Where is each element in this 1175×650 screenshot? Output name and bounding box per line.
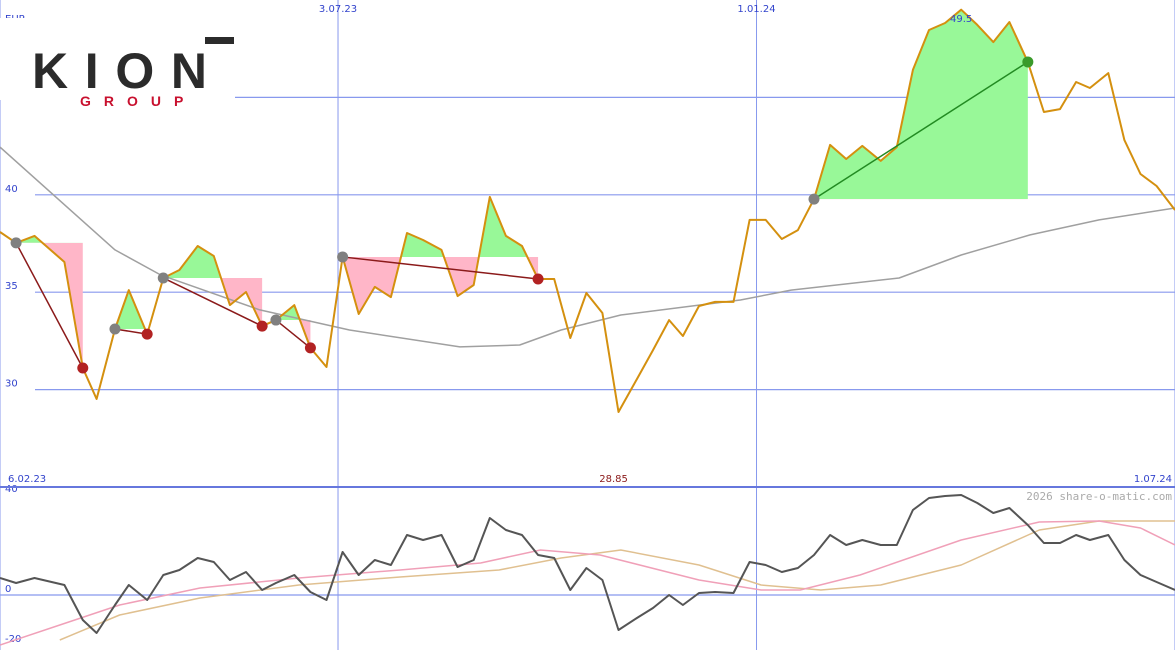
trade-gain-area	[342, 196, 539, 257]
trade-loss-area	[16, 242, 83, 368]
y-tick-label: 40	[5, 484, 18, 495]
logo-sub: GROUP	[80, 93, 196, 109]
x-tick-label: 1.07.24	[1134, 474, 1172, 485]
trade-loss-area	[342, 256, 539, 315]
y-tick-label: 0	[5, 584, 11, 595]
trade-line	[275, 319, 311, 349]
trade-entry	[157, 272, 169, 284]
trade-exit	[1022, 56, 1034, 68]
trade-entry	[10, 237, 22, 249]
low-label: 28.85	[599, 474, 628, 485]
series-line	[0, 520, 1175, 646]
x-tick-label: 6.02.23	[8, 474, 46, 485]
series-line	[59, 520, 1175, 641]
series-line	[0, 8, 1175, 413]
logo-name: KION	[32, 43, 207, 99]
trade-entry	[109, 323, 121, 335]
trade-exit	[256, 320, 268, 332]
trade-entry	[808, 193, 820, 205]
logo-bar	[205, 37, 234, 44]
trade-entry	[337, 251, 349, 263]
logo-background	[0, 18, 235, 100]
y-tick-label: 35	[5, 281, 18, 292]
x-tick-label: 3.07.23	[319, 4, 357, 15]
trade-gain-area	[813, 9, 1028, 200]
trade-line	[15, 242, 84, 369]
trade-gain-area	[275, 305, 311, 321]
trade-exit	[304, 342, 316, 354]
trade-line	[342, 256, 539, 280]
trade-gain-area	[16, 235, 83, 243]
high-label: 49.5	[950, 14, 972, 25]
source-credit: 2026 share-o-matic.com	[1026, 490, 1172, 503]
trade-gain-area	[163, 246, 263, 278]
trade-entry	[270, 314, 282, 326]
trade-loss-area	[163, 277, 263, 327]
trade-line	[162, 277, 263, 327]
trade-gain-area	[114, 290, 148, 330]
trade-exit	[141, 328, 153, 340]
y-tick-label: 40	[5, 184, 18, 195]
trade-loss-area	[275, 320, 311, 348]
y-tick-label: 30	[5, 379, 18, 390]
y-tick-label: -20	[5, 634, 21, 645]
trade-exit	[77, 362, 89, 374]
trade-line	[813, 61, 1029, 200]
x-tick-label: 1.01.24	[737, 4, 775, 15]
series-line	[0, 494, 1175, 634]
trade-exit	[532, 273, 544, 285]
